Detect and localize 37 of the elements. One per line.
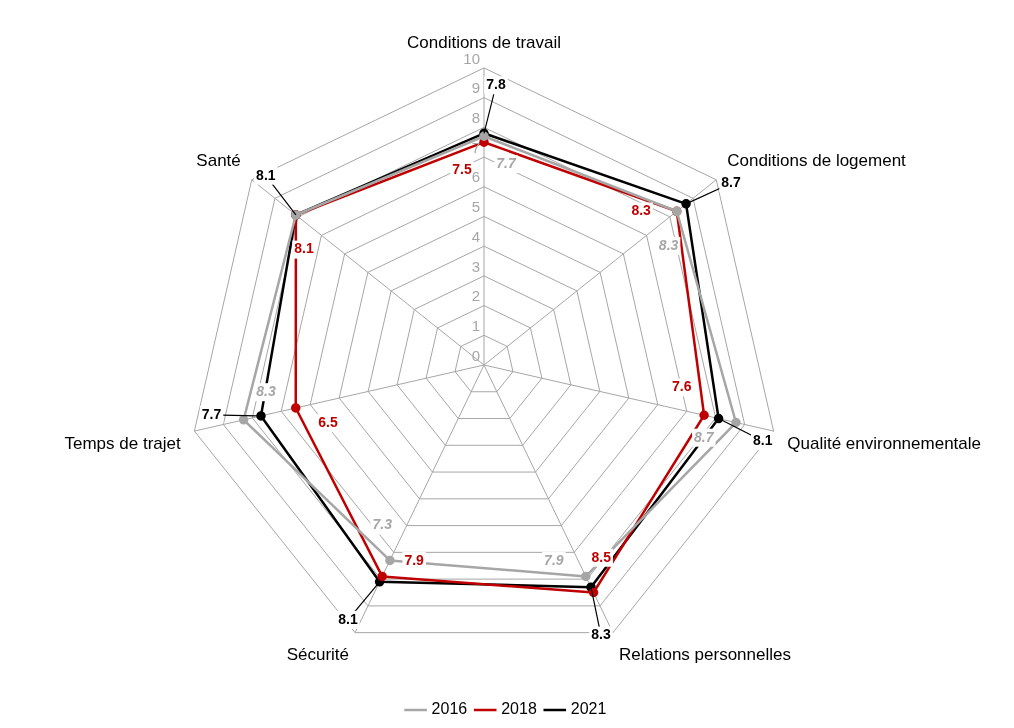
data-label: 7.7 <box>201 405 222 422</box>
data-label: 8.1 <box>338 610 358 627</box>
y-tick-label: 5 <box>471 198 480 216</box>
data-label: 8.3 <box>256 383 276 400</box>
data-label: 7.9 <box>544 551 564 568</box>
spoke-label: Relations personnelles <box>618 645 791 665</box>
spoke-label: Qualité environnementale <box>787 434 981 454</box>
data-label: 7.3 <box>372 516 393 533</box>
legend-label: 2016 <box>431 700 468 718</box>
data-label: 8.3 <box>591 626 611 643</box>
data-label: 8.1 <box>256 166 276 183</box>
spoke-label: Sécurité <box>286 645 350 665</box>
data-label: 8.3 <box>658 236 679 253</box>
data-label: 7.9 <box>404 551 425 568</box>
data-label: 7.5 <box>452 161 472 178</box>
y-tick-label: 2 <box>471 287 480 305</box>
data-label: 7.6 <box>671 378 692 395</box>
y-tick-label: 8 <box>471 108 480 126</box>
spoke-label: Temps de trajet <box>64 434 181 454</box>
legend-label: 2018 <box>501 700 537 718</box>
data-label: 8.1 <box>752 431 773 448</box>
legend-label: 2021 <box>570 700 607 718</box>
data-label: 7.8 <box>486 76 506 93</box>
data-label: 8.5 <box>591 548 612 565</box>
y-tick-label: 4 <box>471 227 480 245</box>
data-label: 6.5 <box>318 414 338 431</box>
data-label: 7.7 <box>496 155 517 172</box>
y-tick-label: 3 <box>471 257 480 275</box>
data-label: 8.7 <box>721 174 742 191</box>
y-tick-label: 6 <box>471 168 480 186</box>
y-tick-label: 1 <box>471 316 480 334</box>
data-label: 8.3 <box>631 202 652 219</box>
data-label: 8.1 <box>294 240 314 257</box>
y-tick-label: 9 <box>471 79 480 97</box>
data-label: 8.7 <box>694 428 715 445</box>
spoke-label: Santé <box>196 150 241 170</box>
spoke-label: Conditions de logement <box>727 150 907 170</box>
